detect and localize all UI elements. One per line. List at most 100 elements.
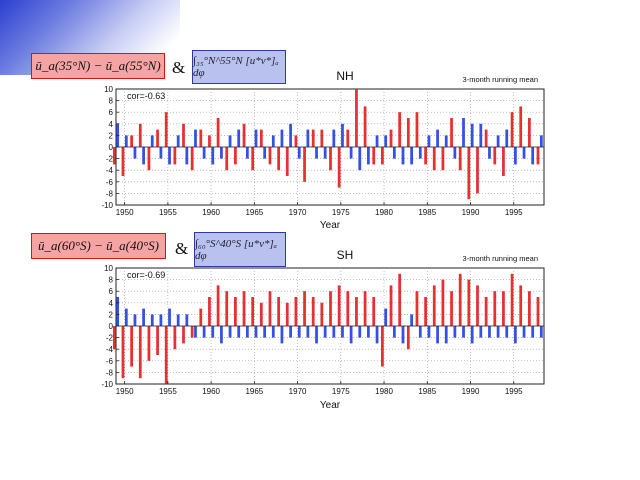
sh-series-red-bar: [337, 285, 341, 326]
nh-series-blue-bar: [254, 129, 258, 147]
sh-series-blue-bar: [237, 326, 241, 338]
sh-x-tick-label: 1985: [418, 387, 436, 396]
nh-series-red-bar: [372, 147, 376, 165]
nh-series-red-bar: [259, 129, 263, 147]
nh-series-blue-bar: [271, 135, 275, 147]
nh-series-blue-bar: [392, 147, 396, 159]
sh-series-blue-bar: [470, 326, 474, 344]
sh-series-blue-bar: [453, 326, 457, 338]
sh-series-blue-bar: [341, 326, 344, 338]
sh-series-red-bar: [450, 291, 453, 326]
nh-series-red-bar: [484, 129, 488, 147]
nh-series-blue-bar: [228, 135, 232, 147]
nh-y-tick-label: -2: [106, 155, 114, 164]
nh-series-red-bar: [476, 147, 479, 194]
nh-series-blue-bar: [453, 147, 457, 159]
sh-series-blue-bar: [159, 314, 163, 326]
sh-series-red-bar: [311, 297, 315, 326]
sh-series-red-bar: [432, 285, 436, 326]
nh-running-mean-label: 3-month running mean: [463, 75, 538, 84]
nh-series-blue-bar: [142, 147, 145, 165]
sh-series-red-bar: [406, 326, 410, 350]
sh-series-red-bar: [130, 326, 134, 367]
sh-series-blue-bar: [375, 326, 379, 344]
nh-series-blue-bar: [401, 147, 405, 165]
sh-series-red-bar: [467, 279, 471, 326]
nh-series-red-bar: [337, 147, 341, 188]
sh-series-red-bar: [415, 291, 419, 326]
nh-y-tick-label: 6: [109, 108, 114, 117]
nh-series-blue-bar: [488, 147, 491, 159]
nh-x-tick-label: 1950: [116, 208, 134, 217]
sh-series-red-bar: [225, 291, 229, 326]
sh-correlation-label: cor=-0.69: [127, 270, 165, 280]
sh-series-red-bar: [476, 285, 479, 326]
sh-series-blue-bar: [496, 326, 500, 338]
nh-series-red-bar: [112, 147, 116, 165]
sh-series-red-bar: [259, 302, 263, 326]
nh-series-red-bar: [493, 147, 497, 165]
sh-series-blue-bar: [539, 326, 543, 338]
sh-series-red-bar: [121, 326, 125, 379]
nh-series-blue-bar: [202, 147, 206, 159]
nh-x-tick-label: 1975: [332, 208, 350, 217]
sh-series-red-bar: [277, 297, 281, 326]
sh-series-blue-bar: [384, 308, 388, 326]
nh-series-red-bar: [173, 147, 177, 165]
sh-series-blue-bar: [150, 314, 154, 326]
nh-series-blue-bar: [479, 123, 483, 147]
nh-x-tick-label: 1980: [375, 208, 393, 217]
sh-series-blue-bar: [444, 326, 448, 344]
sh-series-blue-bar: [185, 314, 189, 326]
sh-series-blue-bar: [462, 326, 465, 338]
nh-series-red-bar: [190, 147, 194, 171]
nh-series-red-bar: [294, 135, 298, 147]
sh-y-tick-label: 10: [104, 264, 113, 273]
nh-series-blue-bar: [237, 129, 241, 147]
sh-series-blue-bar: [418, 326, 422, 338]
nh-series-blue-bar: [367, 147, 370, 165]
nh-series-red-bar: [424, 147, 427, 165]
nh-series-blue-bar: [297, 147, 301, 159]
nh-series-blue-bar: [410, 147, 414, 165]
nh-series-blue-bar: [289, 123, 292, 147]
nh-series-red-bar: [467, 147, 471, 200]
nh-series-blue-bar: [358, 147, 362, 171]
sh-series-blue-bar: [323, 326, 327, 338]
nh-series-blue-bar: [245, 147, 249, 159]
nh-series-blue-bar: [323, 147, 327, 159]
nh-series-blue-bar: [462, 118, 465, 147]
nh-series-red-bar: [164, 112, 168, 147]
sh-series-red-bar: [268, 291, 272, 326]
nh-series-red-bar: [346, 129, 350, 147]
sh-series-red-bar: [294, 297, 298, 326]
nh-series-red-bar: [242, 123, 246, 147]
nh-series-blue-bar: [150, 135, 154, 147]
nh-series-blue-bar: [133, 147, 137, 159]
sh-series-blue-bar: [176, 314, 180, 326]
sh-x-tick-label: 1990: [462, 387, 480, 396]
sh-series-blue-bar: [263, 326, 267, 338]
sh-series-blue-bar: [297, 326, 301, 338]
nh-series-blue-bar: [514, 147, 517, 165]
sh-series-blue-bar: [505, 326, 509, 338]
nh-series-red-bar: [519, 106, 523, 147]
nh-correlation-label: cor=-0.63: [127, 91, 165, 101]
nh-ampersand: &: [172, 58, 186, 77]
nh-series-red-bar: [234, 147, 237, 165]
sh-x-axis-title: Year: [320, 400, 341, 411]
nh-series-red-bar: [303, 147, 306, 182]
sh-series-blue-bar: [488, 326, 491, 338]
nh-panel-title: NH: [336, 69, 353, 83]
sh-series-red-bar: [519, 285, 523, 326]
sh-x-tick-label: 1955: [159, 387, 177, 396]
sh-series-blue-bar: [479, 326, 483, 338]
nh-series-red-bar: [311, 129, 315, 147]
nh-series-red-bar: [510, 112, 514, 147]
nh-series-red-bar: [502, 147, 505, 176]
nh-momentum-flux-integral-label: ∫₃₅°N^55°N [u*v*]ₐ dφ: [192, 50, 286, 84]
nh-series-red-bar: [527, 118, 531, 147]
sh-x-tick-label: 1995: [505, 387, 523, 396]
nh-series-red-bar: [268, 147, 272, 165]
nh-series-red-bar: [415, 112, 419, 147]
